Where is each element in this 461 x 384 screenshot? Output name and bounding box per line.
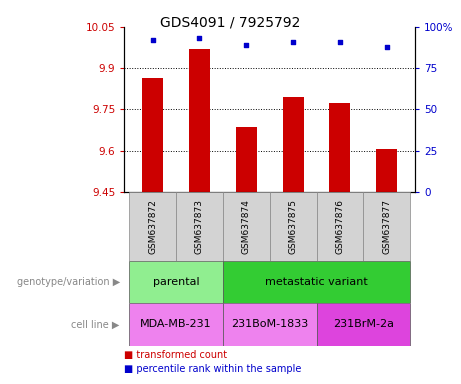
Bar <box>189 49 210 192</box>
Bar <box>236 127 257 192</box>
Text: cell line ▶: cell line ▶ <box>71 319 120 329</box>
Text: parental: parental <box>153 277 199 287</box>
Bar <box>176 192 223 261</box>
Bar <box>129 192 176 261</box>
Point <box>383 44 390 50</box>
Text: GSM637873: GSM637873 <box>195 199 204 254</box>
Text: MDA-MB-231: MDA-MB-231 <box>140 319 212 329</box>
Point <box>336 39 343 45</box>
Bar <box>223 303 317 346</box>
Text: 231BrM-2a: 231BrM-2a <box>333 319 394 329</box>
Point <box>290 39 297 45</box>
Bar <box>270 192 317 261</box>
Bar <box>317 192 363 261</box>
Text: GSM637877: GSM637877 <box>382 199 391 254</box>
Text: ■ percentile rank within the sample: ■ percentile rank within the sample <box>124 364 302 374</box>
Point <box>149 37 156 43</box>
Bar <box>283 97 304 192</box>
Text: 231BoM-1833: 231BoM-1833 <box>231 319 308 329</box>
Bar <box>363 192 410 261</box>
Bar <box>223 261 410 303</box>
Text: GSM637876: GSM637876 <box>336 199 344 254</box>
Bar <box>223 192 270 261</box>
Text: GSM637874: GSM637874 <box>242 199 251 254</box>
Text: GSM637872: GSM637872 <box>148 199 157 254</box>
Text: GDS4091 / 7925792: GDS4091 / 7925792 <box>160 15 301 29</box>
Bar <box>376 149 397 192</box>
Bar <box>317 303 410 346</box>
Point <box>242 42 250 48</box>
Bar <box>142 78 163 192</box>
Point <box>196 35 203 41</box>
Text: metastatic variant: metastatic variant <box>265 277 368 287</box>
Bar <box>330 103 350 192</box>
Text: genotype/variation ▶: genotype/variation ▶ <box>17 277 120 287</box>
Bar <box>129 303 223 346</box>
Text: GSM637875: GSM637875 <box>289 199 298 254</box>
Text: ■ transformed count: ■ transformed count <box>124 350 228 360</box>
Bar <box>129 261 223 303</box>
